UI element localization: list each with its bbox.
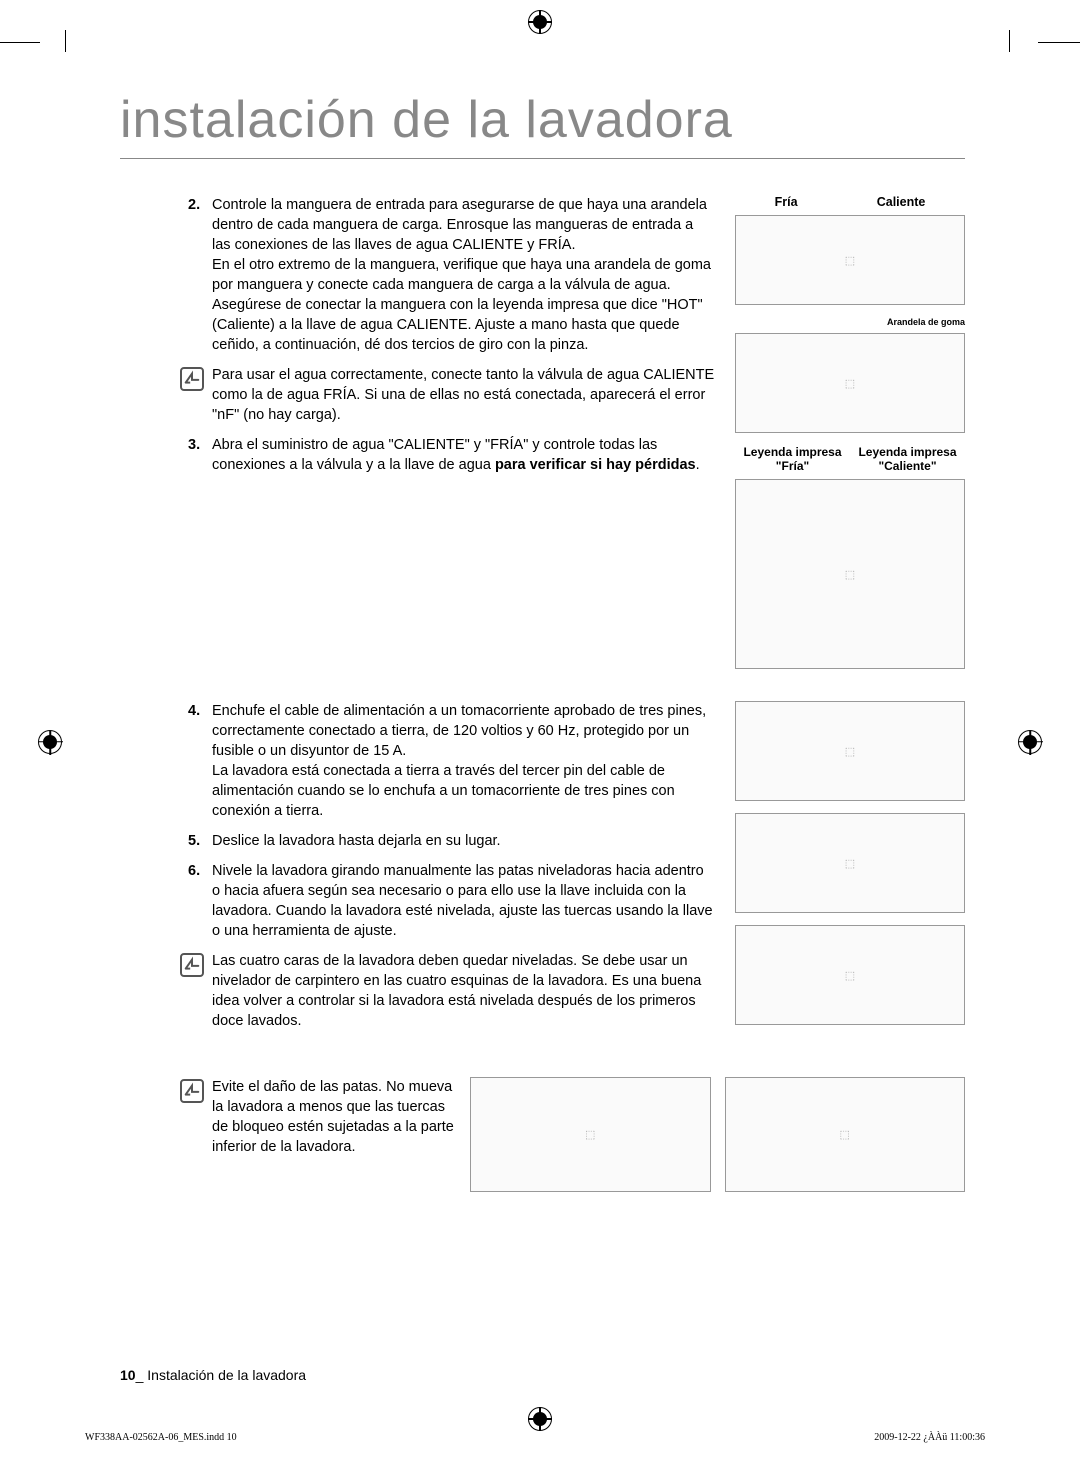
figure-locknut-right: ⬚: [725, 1077, 966, 1192]
step-text: En el otro extremo de la manguera, verif…: [212, 257, 711, 353]
note-icon: [180, 1079, 204, 1103]
step-6: 6. Nivele la lavadora girando manualment…: [176, 861, 715, 941]
step-2: 2. Controle la manguera de entrada para …: [176, 195, 715, 355]
figure-hose-connectors: ⬚: [735, 333, 965, 433]
step-5: 5. Deslice la lavadora hasta dejarla en …: [176, 831, 715, 851]
registration-mark-left: [38, 730, 62, 754]
step-number: 4.: [188, 701, 200, 721]
page-number: 10: [120, 1367, 136, 1383]
note-text: Las cuatro caras de la lavadora deben qu…: [212, 951, 715, 1031]
page-title: instalación de la lavadora: [120, 90, 965, 159]
registration-mark-top: [528, 10, 552, 34]
figure-power-outlet: ⬚: [735, 701, 965, 801]
step-text: Controle la manguera de entrada para ase…: [212, 197, 707, 253]
step-text: Deslice la lavadora hasta dejarla en su …: [212, 833, 501, 849]
footer-sep: _: [136, 1367, 148, 1383]
imprint-file: WF338AA-02562A-06_MES.indd 10: [85, 1432, 237, 1443]
figure-label-caliente: Caliente: [877, 195, 926, 209]
page-footer: 10_ Instalación de la lavadora: [120, 1367, 965, 1383]
figure-caption-caliente: Leyenda impresa "Caliente": [852, 445, 962, 473]
step-number: 3.: [188, 435, 200, 455]
registration-mark-right: [1018, 730, 1042, 754]
figure-faucets: ⬚: [735, 215, 965, 305]
step-text: .: [696, 457, 700, 473]
step-3: 3. Abra el suministro de agua "CALIENTE"…: [176, 435, 715, 475]
imprint-date: 2009-12-22 ¿ÀÀü 11:00:36: [874, 1432, 985, 1443]
figure-caption-fria: Leyenda impresa "Fría": [737, 445, 847, 473]
crop-mark: [1038, 42, 1080, 43]
step-text: Enchufe el cable de alimentación a un to…: [212, 703, 706, 759]
note-text: Evite el daño de las patas. No mueva la …: [212, 1077, 456, 1157]
note-icon: [180, 953, 204, 977]
footer-section: Instalación de la lavadora: [147, 1367, 306, 1383]
figure-label-arandela: Arandela de goma: [735, 317, 965, 327]
note-icon: [180, 367, 204, 391]
step-text: La lavadora está conectada a tierra a tr…: [212, 763, 675, 819]
figure-leveling-wrench: ⬚: [735, 813, 965, 913]
step-text: Nivele la lavadora girando manualmente l…: [212, 863, 713, 939]
step-number: 2.: [188, 195, 200, 215]
imprint-line: WF338AA-02562A-06_MES.indd 10 2009-12-22…: [85, 1432, 985, 1443]
step-number: 5.: [188, 831, 200, 851]
crop-mark: [1009, 30, 1010, 52]
figure-hose-tighten: ⬚: [735, 479, 965, 669]
step-number: 6.: [188, 861, 200, 881]
crop-mark: [0, 42, 40, 43]
figure-locknut-left: ⬚: [470, 1077, 711, 1192]
figure-leveling-hand: ⬚: [735, 925, 965, 1025]
step-4: 4. Enchufe el cable de alimentación a un…: [176, 701, 715, 821]
registration-mark-bottom: [528, 1407, 552, 1431]
figure-label-fria: Fría: [775, 195, 798, 209]
crop-mark: [65, 30, 66, 52]
step-text-bold: para verificar si hay pérdidas: [495, 457, 696, 473]
note-text: Para usar el agua correctamente, conecte…: [212, 365, 715, 425]
